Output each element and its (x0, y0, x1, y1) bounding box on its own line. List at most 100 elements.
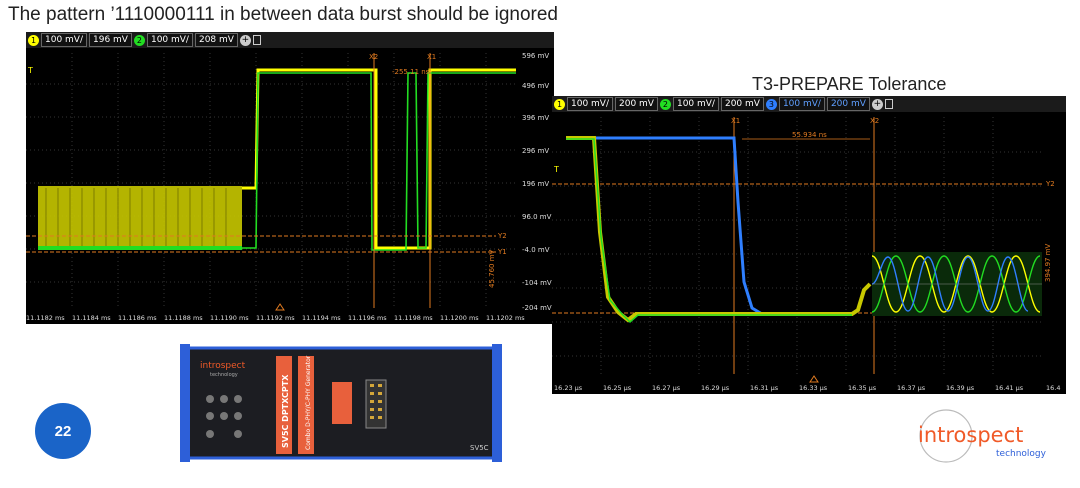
channel-1-scale[interactable]: 100 mV/ (41, 33, 87, 47)
cursor-x2-label: X2 (369, 53, 378, 61)
device-port-pins (370, 384, 382, 419)
device-model-badge: SV5C (470, 444, 489, 452)
sv5c-device-image: introspect technology SV5C DPTXCPTX Comb… (180, 344, 502, 462)
device-brand: introspect (200, 361, 246, 371)
trigger-position-icon (809, 375, 819, 383)
ch1-burst (38, 186, 242, 250)
cursor-x2-label: X2 (870, 117, 879, 125)
svg-text:496 mV: 496 mV (522, 82, 549, 90)
page-number-badge: 22 (35, 403, 91, 459)
channel-2-scale[interactable]: 100 mV/ (146, 33, 193, 47)
channel-3-offset[interactable]: 200 mV (826, 97, 870, 111)
ch1-burst-texture (45, 188, 227, 248)
cursor-x1-label: X1 (731, 117, 740, 125)
ch2-waveform (566, 138, 852, 324)
svg-text:11.1202 ms: 11.1202 ms (486, 314, 525, 322)
add-channel-icon[interactable]: + (239, 34, 251, 46)
svg-text:16.25 µs: 16.25 µs (603, 384, 632, 392)
channel-3-scale[interactable]: 100 mV/ (778, 97, 825, 111)
ch1-waveform (566, 136, 872, 323)
ch1-waveform (242, 68, 516, 250)
cursor-y1-label: Y1 (497, 248, 507, 256)
svg-text:296 mV: 296 mV (522, 147, 549, 155)
cursor-y2-label: Y2 (497, 232, 507, 240)
svg-text:16.27 µs: 16.27 µs (652, 384, 681, 392)
scope-right-plot: X1 X2 55.934 ns Y2 394.97 mV T 16.23 µs … (552, 117, 1060, 392)
svg-text:-104 mV: -104 mV (522, 279, 552, 287)
device-left-bumper (180, 344, 190, 462)
svg-text:16.23 µs: 16.23 µs (554, 384, 583, 392)
scope-left-plot: X2 X1 -255.11 ns Y2 Y1 45.760 mV T 596 m… (26, 52, 552, 322)
logo-ring (919, 409, 973, 463)
scope-right-toolbar: 1 100 mV/ 200 mV 2 100 mV/ 200 mV 3 100 … (552, 96, 1066, 112)
cursor-delta-x: -255.11 ns (392, 68, 430, 76)
scope-right-grid (552, 117, 1042, 374)
cursor-delta-x: 55.934 ns (792, 131, 827, 139)
channel-1-icon[interactable]: 1 (554, 98, 565, 110)
channel-1-icon[interactable]: 1 (28, 34, 39, 46)
device-connectors (206, 395, 242, 438)
device-model-label: SV5C DPTXCPTX (281, 374, 290, 448)
cursor-x1-label: X1 (427, 53, 436, 61)
svg-text:11.1186 ms: 11.1186 ms (118, 314, 157, 322)
add-channel-icon[interactable]: + (871, 98, 883, 110)
window-icon[interactable] (252, 35, 261, 45)
device-pin-label (332, 382, 352, 424)
channel-2-icon[interactable]: 2 (659, 98, 671, 110)
scope-left-toolbar: 1 100 mV/ 196 mV 2 100 mV/ 208 mV + (26, 32, 554, 48)
svg-text:-4.0 mV: -4.0 mV (522, 246, 550, 254)
scope-left-x-axis: 11.1182 ms 11.1184 ms 11.1186 ms 11.1188… (26, 314, 525, 322)
svg-text:11.1190 ms: 11.1190 ms (210, 314, 249, 322)
channel-2-offset[interactable]: 200 mV (720, 97, 764, 111)
svg-text:16.39 µs: 16.39 µs (946, 384, 975, 392)
oscilloscope-right: 1 100 mV/ 200 mV 2 100 mV/ 200 mV 3 100 … (552, 96, 1066, 394)
svg-text:-204 mV: -204 mV (522, 304, 552, 312)
oscilloscope-left: 1 100 mV/ 196 mV 2 100 mV/ 208 mV + (26, 32, 554, 324)
slide-title: The pattern ’1110000111 in between data … (8, 4, 558, 25)
device-product-label: Combo D-PHY/C-PHY Generator (305, 355, 312, 450)
channel-2-offset[interactable]: 208 mV (194, 33, 238, 47)
device-port (365, 379, 387, 429)
logo-name: introspect (918, 423, 1023, 447)
cursor-y2-label: Y2 (1045, 180, 1055, 188)
scope-right-x-axis: 16.23 µs 16.25 µs 16.27 µs 16.29 µs 16.3… (554, 384, 1060, 392)
svg-text:11.1182 ms: 11.1182 ms (26, 314, 65, 322)
ch2-waveform (242, 72, 516, 251)
channel-2-icon[interactable]: 2 (133, 34, 145, 46)
svg-text:396 mV: 396 mV (522, 114, 549, 122)
svg-text:96.0 mV: 96.0 mV (522, 213, 552, 221)
svg-text:11.1200 ms: 11.1200 ms (440, 314, 479, 322)
svg-text:16.33 µs: 16.33 µs (799, 384, 828, 392)
svg-text:16.29 µs: 16.29 µs (701, 384, 730, 392)
channel-1-offset[interactable]: 200 mV (615, 97, 658, 111)
cursor-delta-y: 45.760 mV (488, 249, 496, 288)
scope-left-y-axis: 596 mV 496 mV 396 mV 296 mV 196 mV 96.0 … (522, 52, 552, 312)
device-label-strip-1 (276, 356, 292, 454)
trigger-marker: T (27, 66, 33, 75)
device-label-strip-2 (298, 356, 314, 454)
channel-2-scale[interactable]: 100 mV/ (672, 97, 719, 111)
svg-text:11.1198 ms: 11.1198 ms (394, 314, 433, 322)
svg-text:16.4: 16.4 (1046, 384, 1060, 392)
cursor-delta-y: 394.97 mV (1044, 243, 1052, 282)
svg-text:11.1188 ms: 11.1188 ms (164, 314, 203, 322)
svg-text:196 mV: 196 mV (522, 180, 549, 188)
window-icon[interactable] (884, 99, 893, 109)
channel-3-icon[interactable]: 3 (765, 98, 777, 110)
device-brand-sub: technology (210, 372, 238, 378)
device-right-bumper (492, 344, 502, 462)
svg-text:11.1194 ms: 11.1194 ms (302, 314, 341, 322)
svg-text:16.31 µs: 16.31 µs (750, 384, 779, 392)
scope-left-grid (26, 53, 516, 308)
logo-sub: technology (996, 449, 1047, 459)
svg-text:16.37 µs: 16.37 µs (897, 384, 926, 392)
svg-text:11.1184 ms: 11.1184 ms (72, 314, 111, 322)
svg-text:596 mV: 596 mV (522, 52, 549, 60)
svg-text:11.1196 ms: 11.1196 ms (348, 314, 387, 322)
svg-text:11.1192 ms: 11.1192 ms (256, 314, 295, 322)
introspect-logo: introspect technology (918, 409, 1047, 463)
right-title: T3-PREPARE Tolerance (752, 74, 947, 94)
channel-1-scale[interactable]: 100 mV/ (567, 97, 613, 111)
svg-text:16.41 µs: 16.41 µs (995, 384, 1024, 392)
channel-1-offset[interactable]: 196 mV (89, 33, 132, 47)
